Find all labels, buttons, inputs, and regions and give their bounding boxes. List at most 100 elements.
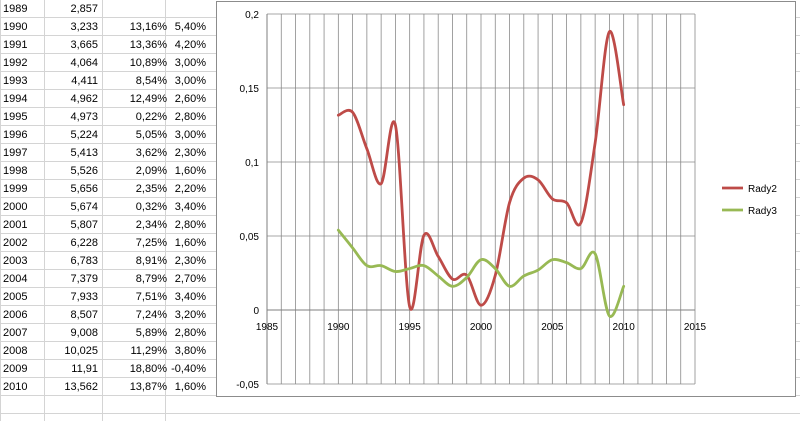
y-tick-label: 0	[253, 306, 259, 317]
rate-cell[interactable]: 3,00%	[174, 129, 206, 141]
value-cell[interactable]: 7,933	[70, 291, 98, 303]
year-cell[interactable]: 1993	[3, 75, 28, 87]
rate-cell[interactable]: 5,40%	[174, 21, 206, 33]
year-cell[interactable]: 2003	[3, 255, 28, 267]
year-cell[interactable]: 1989	[3, 3, 28, 15]
value-cell[interactable]: 11,91	[71, 363, 98, 375]
value-cell[interactable]: 3,665	[70, 39, 98, 51]
growth-rate-cell[interactable]: 8,91%	[135, 255, 167, 267]
value-cell[interactable]: 5,224	[70, 129, 98, 141]
x-tick-label: 1990	[327, 322, 350, 333]
rate-cell[interactable]: 3,20%	[174, 309, 206, 321]
rate-cell[interactable]: 2,80%	[174, 327, 206, 339]
year-cell[interactable]: 2000	[3, 201, 28, 213]
growth-rate-cell[interactable]: 13,87%	[129, 381, 167, 393]
x-tick-label: 1985	[256, 322, 279, 333]
year-cell[interactable]: 2008	[3, 345, 28, 357]
value-cell[interactable]: 6,783	[70, 255, 98, 267]
rate-cell[interactable]: 2,20%	[174, 183, 206, 195]
growth-rate-cell[interactable]: 5,05%	[135, 129, 167, 141]
value-cell[interactable]: 5,413	[70, 147, 98, 159]
value-cell[interactable]: 4,973	[70, 111, 98, 123]
value-cell[interactable]: 4,064	[70, 57, 98, 69]
rate-cell[interactable]: 2,30%	[174, 147, 206, 159]
series-line-rady3	[336, 228, 626, 318]
year-cell[interactable]: 1991	[3, 39, 28, 51]
rate-cell[interactable]	[160, 0, 206, 18]
rate-cell[interactable]: 3,40%	[174, 201, 206, 213]
year-cell[interactable]: 1998	[3, 165, 28, 177]
value-cell[interactable]: 8,507	[70, 309, 98, 321]
growth-rate-cell[interactable]: 2,09%	[135, 165, 167, 177]
rate-cell[interactable]: 1,60%	[174, 165, 206, 177]
value-cell[interactable]: 5,656	[70, 183, 98, 195]
growth-rate-cell[interactable]: 2,34%	[135, 219, 167, 231]
column-divider	[44, 0, 45, 421]
year-cell[interactable]: 1997	[3, 147, 28, 159]
growth-rate-cell[interactable]: 13,16%	[129, 21, 167, 33]
growth-rate-cell[interactable]: 2,35%	[135, 183, 167, 195]
rate-cell[interactable]: 4,20%	[174, 39, 206, 51]
year-cell[interactable]: 1999	[3, 183, 28, 195]
growth-rate-cell[interactable]: 8,79%	[135, 273, 167, 285]
growth-rate-cell[interactable]: 7,25%	[135, 237, 167, 249]
rate-cell[interactable]: 2,80%	[174, 111, 206, 123]
year-cell[interactable]: 2005	[3, 291, 28, 303]
rate-cell[interactable]: 1,60%	[174, 237, 206, 249]
rate-cell[interactable]: -0,40%	[171, 363, 206, 375]
chart-area[interactable]: 0,2 0,15 0,1 0,05 0 -0,05 1985 1990 1995 2000 2005…	[216, 1, 796, 397]
growth-rate-cell[interactable]: 0,22%	[135, 111, 167, 123]
x-tick-label: 2000	[470, 322, 493, 333]
rate-cell[interactable]: 2,60%	[174, 93, 206, 105]
year-cell[interactable]: 1990	[3, 21, 28, 33]
value-cell[interactable]: 4,411	[71, 75, 98, 87]
x-tick-label: 1995	[399, 322, 422, 333]
rate-cell[interactable]: 1,60%	[174, 381, 206, 393]
year-cell[interactable]: 1995	[3, 111, 28, 123]
growth-rate-cell[interactable]: 7,51%	[135, 291, 167, 303]
legend-label: Rady3	[748, 206, 777, 217]
year-cell[interactable]: 2007	[3, 327, 28, 339]
value-cell[interactable]: 10,025	[64, 345, 98, 357]
year-cell[interactable]: 2009	[3, 363, 28, 375]
rate-cell[interactable]: 3,80%	[174, 345, 206, 357]
value-cell[interactable]: 5,674	[70, 201, 98, 213]
legend-label: Rady2	[748, 184, 777, 195]
year-cell[interactable]: 2002	[3, 237, 28, 249]
year-cell[interactable]: 2001	[3, 219, 28, 231]
rate-cell[interactable]: 2,70%	[174, 273, 206, 285]
year-cell[interactable]: 1994	[3, 93, 28, 105]
value-cell[interactable]: 5,807	[70, 219, 98, 231]
growth-rate-cell[interactable]: 13,36%	[129, 39, 167, 51]
growth-rate-cell[interactable]	[110, 0, 167, 18]
value-cell[interactable]: 7,379	[70, 273, 98, 285]
growth-rate-cell[interactable]: 8,54%	[135, 75, 167, 87]
growth-rate-cell[interactable]: 11,29%	[130, 345, 168, 357]
year-cell[interactable]: 2010	[3, 381, 28, 393]
year-cell[interactable]: 1996	[3, 129, 28, 141]
year-cell[interactable]: 2004	[3, 273, 28, 285]
value-cell[interactable]: 9,008	[70, 327, 98, 339]
rate-cell[interactable]: 3,00%	[174, 57, 206, 69]
value-cell[interactable]: 2,857	[70, 3, 98, 15]
year-cell[interactable]: 2006	[3, 309, 28, 321]
growth-rate-cell[interactable]: 10,89%	[129, 57, 167, 69]
value-cell[interactable]: 5,526	[70, 165, 98, 177]
growth-rate-cell[interactable]: 7,24%	[135, 309, 167, 321]
value-cell[interactable]: 4,962	[70, 93, 98, 105]
growth-rate-cell[interactable]: 3,62%	[135, 147, 167, 159]
growth-rate-cell[interactable]: 18,80%	[129, 363, 167, 375]
value-cell[interactable]: 3,233	[70, 21, 98, 33]
rate-cell[interactable]: 2,30%	[174, 255, 206, 267]
value-cell[interactable]: 13,562	[64, 381, 98, 393]
year-cell[interactable]: 1992	[3, 57, 28, 69]
growth-rate-cell[interactable]: 12,49%	[129, 93, 167, 105]
rate-cell[interactable]: 2,80%	[174, 219, 206, 231]
growth-rate-cell[interactable]: 5,89%	[135, 327, 167, 339]
line-chart: 0,2 0,15 0,1 0,05 0 -0,05 1985 1990 1995 2000 2005…	[236, 10, 777, 391]
growth-rate-cell[interactable]: 0,32%	[135, 201, 167, 213]
y-tick-label: 0,2	[245, 10, 259, 21]
rate-cell[interactable]: 3,40%	[174, 291, 206, 303]
rate-cell[interactable]: 3,00%	[174, 75, 206, 87]
value-cell[interactable]: 6,228	[70, 237, 98, 249]
